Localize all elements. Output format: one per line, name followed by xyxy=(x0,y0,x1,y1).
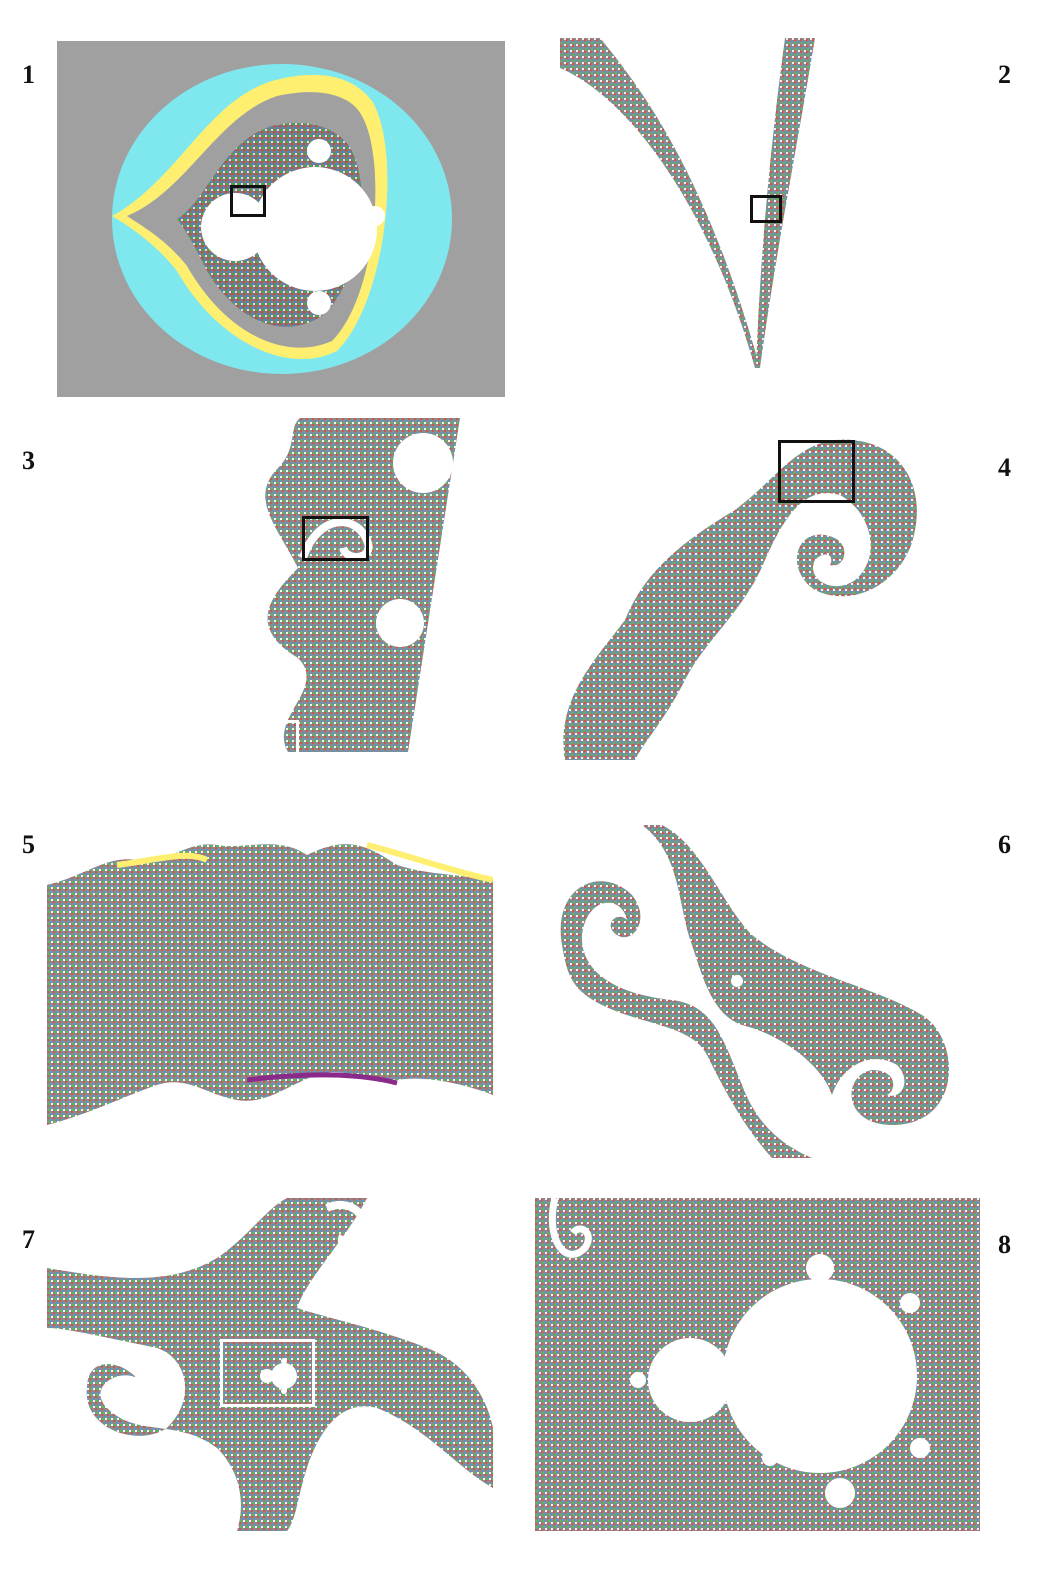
panel-4-image xyxy=(535,420,980,760)
panel-6-image xyxy=(542,825,978,1158)
zoom-box-2 xyxy=(750,195,782,223)
panel-label-7: 7 xyxy=(22,1225,35,1254)
mandelbrot-overview xyxy=(112,64,452,374)
zoom-box-4 xyxy=(778,440,855,503)
panel-label-5: 5 xyxy=(22,830,35,859)
zoom-box-6 xyxy=(688,765,778,833)
zoom-box-3 xyxy=(302,516,369,561)
panel-label-1: 1 xyxy=(22,60,35,89)
zoom-box-5 xyxy=(241,720,299,768)
filament-view xyxy=(560,38,815,368)
panel-label-2: 2 xyxy=(998,60,1011,89)
panel-5-image xyxy=(47,835,493,1138)
zoom-level-3 xyxy=(265,418,460,752)
zoom-level-4 xyxy=(563,439,917,760)
mini-mandelbrot xyxy=(535,1198,980,1531)
zoom-level-5 xyxy=(47,842,493,1125)
panel-label-8: 8 xyxy=(998,1230,1011,1259)
panel-1-image xyxy=(57,41,505,397)
panel-7-image xyxy=(47,1198,493,1531)
panel-label-3: 3 xyxy=(22,446,35,475)
panel-8-image xyxy=(535,1198,980,1531)
zoom-level-6 xyxy=(560,825,950,1158)
panel-2-image xyxy=(560,38,980,373)
panel-label-6: 6 xyxy=(998,830,1011,859)
panel-3-image xyxy=(48,418,492,752)
zoom-box-7 xyxy=(220,1339,315,1407)
panel-label-4: 4 xyxy=(998,453,1011,482)
zoom-level-7 xyxy=(47,1198,493,1531)
zoom-box-1 xyxy=(230,185,266,217)
mini-bulb-7 xyxy=(258,1358,302,1394)
